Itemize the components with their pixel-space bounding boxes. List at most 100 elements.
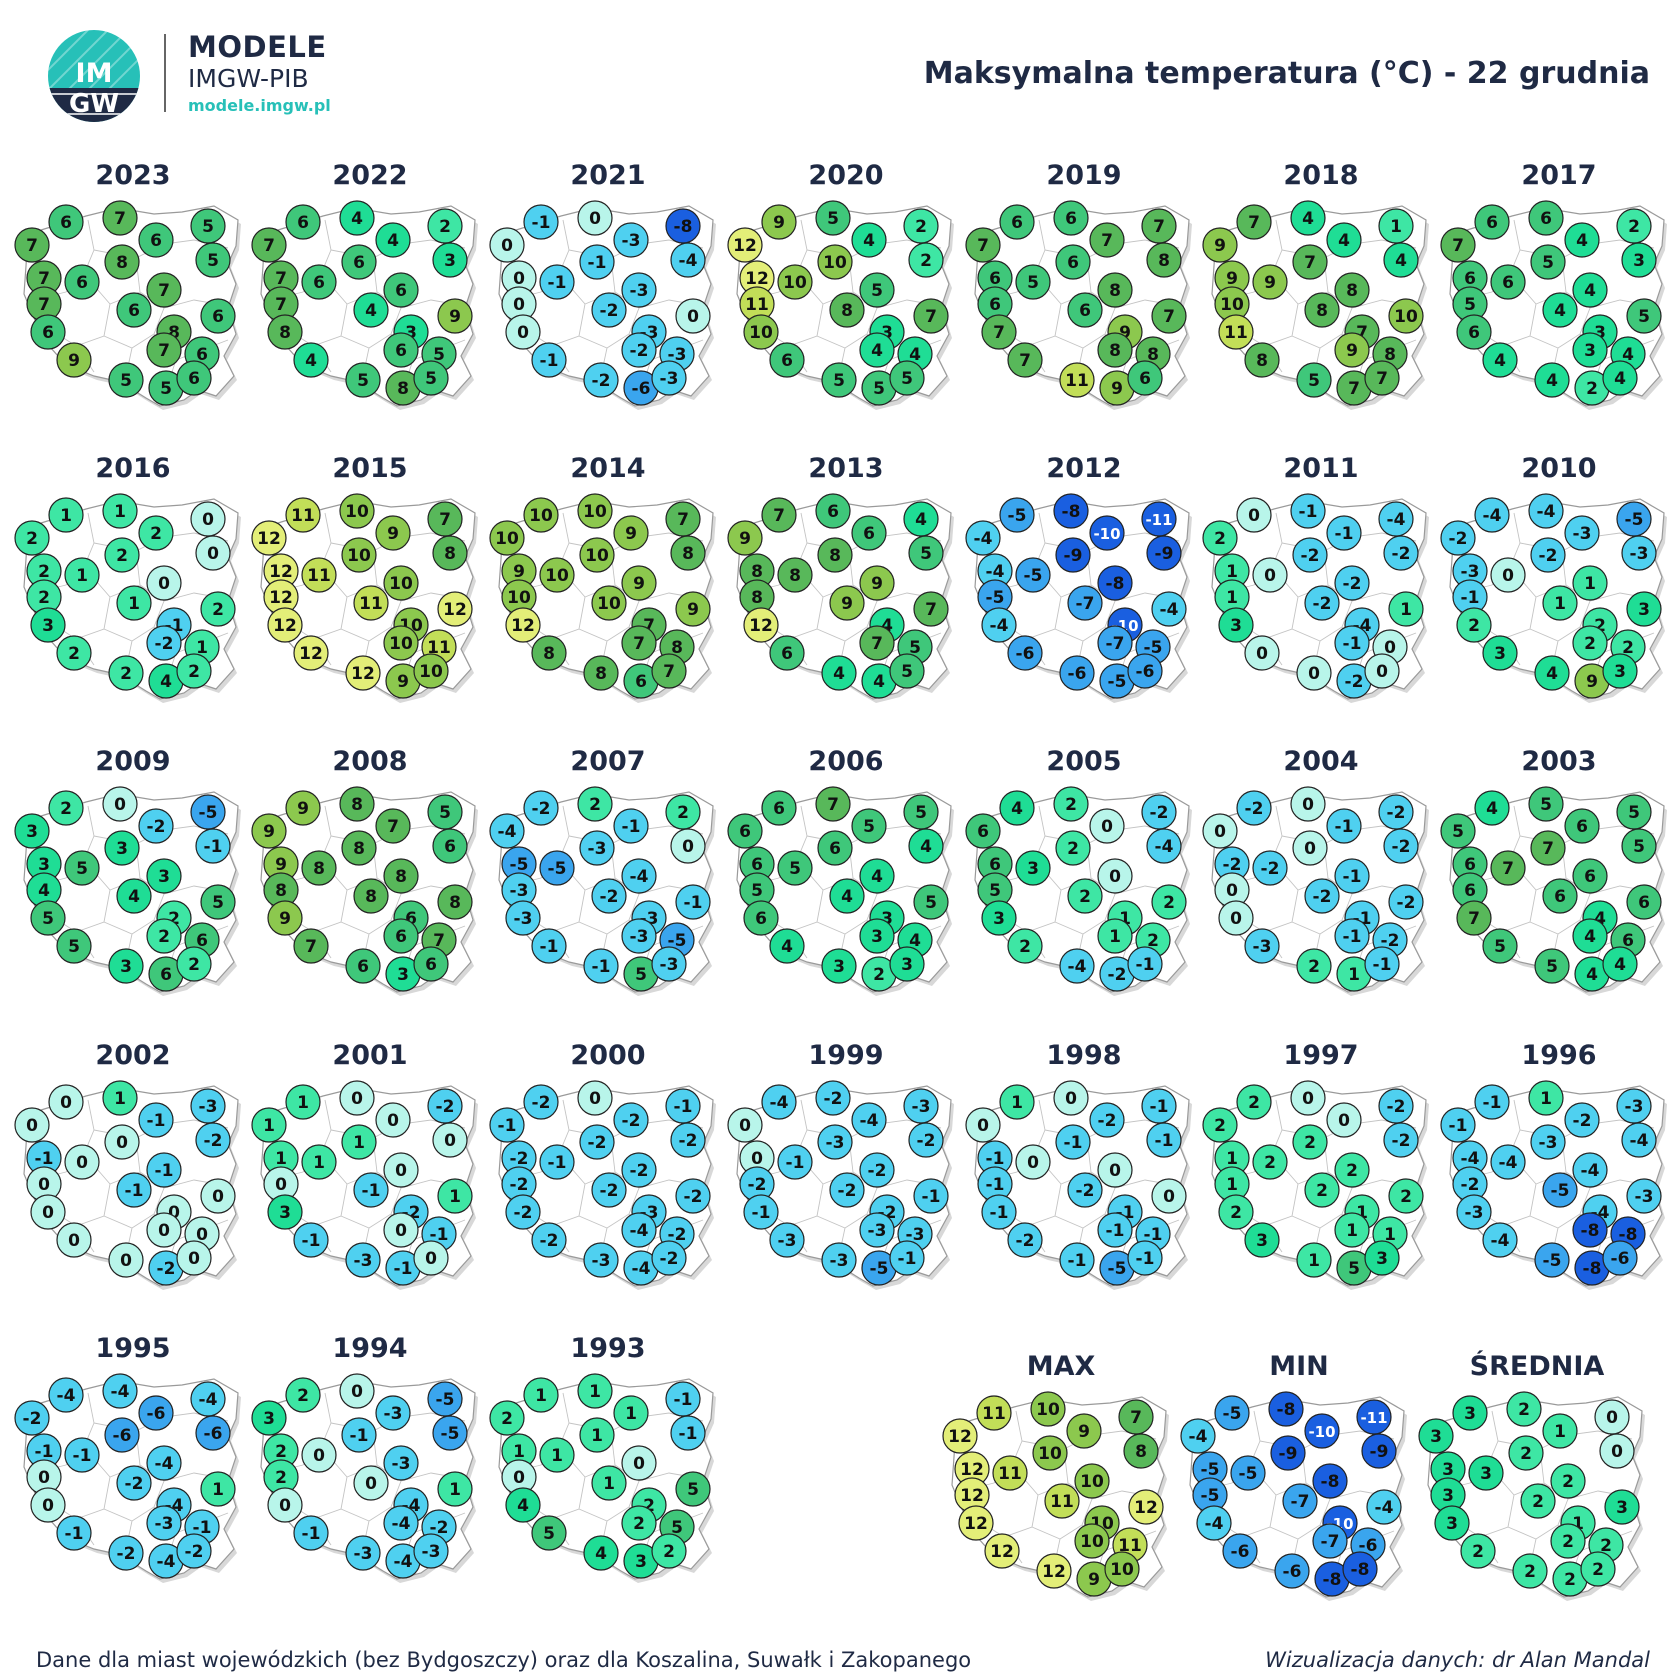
station-marker: 9 [1202,227,1238,263]
station-value: 3 [901,955,913,975]
station-circle [48,1084,84,1120]
station-circle [1141,501,1177,537]
station-value: 11 [291,506,315,526]
station-value: 7 [1542,839,1554,859]
station-circle [1530,244,1566,280]
station-circle [1530,830,1566,866]
station-value: -6 [1231,1542,1250,1562]
station-marker: 3 [14,813,50,849]
station-circle [1089,808,1125,844]
station-marker: -2 [739,1166,775,1202]
station-value: 11 [307,566,331,586]
station-marker: 4 [1564,222,1600,258]
station-marker: 0 [267,1487,303,1523]
map-panel: 2011 2 0 -1 -1 -4 1 -2 -2 1 0 -2 3 -2 -4 1 0 -1 0 0 -2 0 [1202,453,1440,743]
station-circle [146,625,182,661]
station-marker: 10 [413,653,449,689]
station-value: 1 [513,1442,525,1462]
station-marker: 0 [104,1124,140,1160]
station-marker: -2 [1530,537,1566,573]
station-value: 7 [387,817,399,837]
station-value: -4 [1581,1161,1600,1181]
station-marker: 8 [341,830,377,866]
map-panel: 2006 6 6 7 5 5 6 6 4 5 5 4 6 4 3 5 4 3 4 3 2 3 [727,746,965,1036]
station-marker: 2 [908,242,944,278]
station-value: -1 [1449,1116,1468,1136]
station-value: 8 [543,644,555,664]
station-marker: -1 [1290,493,1326,529]
station-value: -4 [1160,600,1179,620]
station-marker: 0 [1097,858,1133,894]
station-marker: -1 [421,1216,457,1252]
station-marker: -2 [1383,1122,1419,1158]
station-circle [670,1122,706,1158]
station-value: 0 [42,1203,54,1223]
map-year-label: 1996 [1521,1040,1597,1071]
station-marker: 0 [64,1144,100,1180]
station-marker: 12 [984,1533,1020,1569]
station-circle [539,850,575,886]
station-circle [1055,830,1091,866]
station-marker: -10 [1304,1413,1340,1449]
station-circle [1044,1483,1080,1519]
station-value: -4 [1068,957,1087,977]
station-marker: -3 [613,222,649,258]
station-marker: -2 [14,1400,50,1436]
station-value: 10 [749,323,773,343]
station-circle [1572,625,1608,661]
station-marker: -5 [999,497,1035,533]
station-circle [1202,520,1238,556]
logo-subtitle: IMGW-PIB [188,64,309,93]
station-value: 10 [419,662,443,682]
station-value: -1 [1335,524,1354,544]
station-value: 7 [1502,859,1514,879]
station-marker: 4 [1534,655,1570,691]
station-value: 0 [188,1249,200,1269]
station-circle [505,1194,541,1230]
station-marker: 4 [1572,918,1608,954]
station-value: 6 [781,644,793,664]
station-value: 6 [444,837,456,857]
logo-url[interactable]: modele.imgw.pl [188,96,331,115]
svg-text:GW: GW [69,89,119,119]
station-marker: 2 [427,208,463,244]
station-circle [903,1088,939,1124]
station-value: 6 [196,931,208,951]
station-value: 8 [1147,345,1159,365]
station-marker: 7 [146,332,182,368]
station-marker: 6 [432,828,468,864]
station-marker: 6 [48,204,84,240]
station-circle [138,808,174,844]
station-circle [777,557,813,593]
station-marker: -1 [1059,1242,1095,1278]
station-marker: 2 [1572,625,1608,661]
station-value: 9 [263,822,275,842]
station-value: 1 [1109,927,1121,947]
station-circle [1542,878,1578,914]
station-circle [908,1122,944,1158]
station-circle [1290,786,1326,822]
station-value: 0 [114,795,126,815]
station-value: 7 [1348,379,1360,399]
station-marker: 6 [64,264,100,300]
station-marker: 10 [743,314,779,350]
station-value: -2 [1150,803,1169,823]
station-value: 12 [443,600,467,620]
station-value: 9 [773,213,785,233]
station-circle [903,208,939,244]
station-circle [591,292,627,328]
station-value: -3 [668,345,687,365]
station-circle [102,493,138,529]
station-marker: -2 [591,878,627,914]
map-panel: 2009 3 2 0 -2 -5 3 3 -1 4 5 3 5 4 2 5 5 2 6 3 6 2 [14,746,252,1036]
station-marker: -4 [761,1084,797,1120]
station-marker: 10 [1030,1391,1066,1427]
station-marker: 4 [859,332,895,368]
station-value: 1 [114,502,126,522]
station-value: -3 [622,231,641,251]
station-marker: 0 [413,1240,449,1276]
station-circle [413,1240,449,1276]
station-marker: 2 [1388,1178,1424,1214]
station-marker: 4 [999,790,1035,826]
station-value: 10 [507,588,531,608]
